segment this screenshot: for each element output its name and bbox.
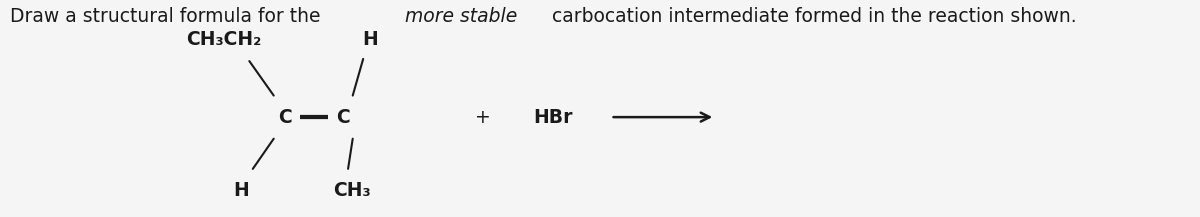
Text: C: C: [336, 108, 350, 127]
Text: Draw a structural formula for the: Draw a structural formula for the: [10, 7, 326, 26]
Text: C: C: [278, 108, 293, 127]
Text: carbocation intermediate formed in the reaction shown.: carbocation intermediate formed in the r…: [546, 7, 1076, 26]
Text: CH₃: CH₃: [332, 181, 371, 200]
Text: +: +: [475, 108, 491, 127]
Text: more stable: more stable: [406, 7, 517, 26]
Text: HBr: HBr: [533, 108, 572, 127]
Text: H: H: [233, 181, 250, 200]
Text: H: H: [362, 30, 378, 49]
Text: CH₃CH₂: CH₃CH₂: [186, 30, 262, 49]
